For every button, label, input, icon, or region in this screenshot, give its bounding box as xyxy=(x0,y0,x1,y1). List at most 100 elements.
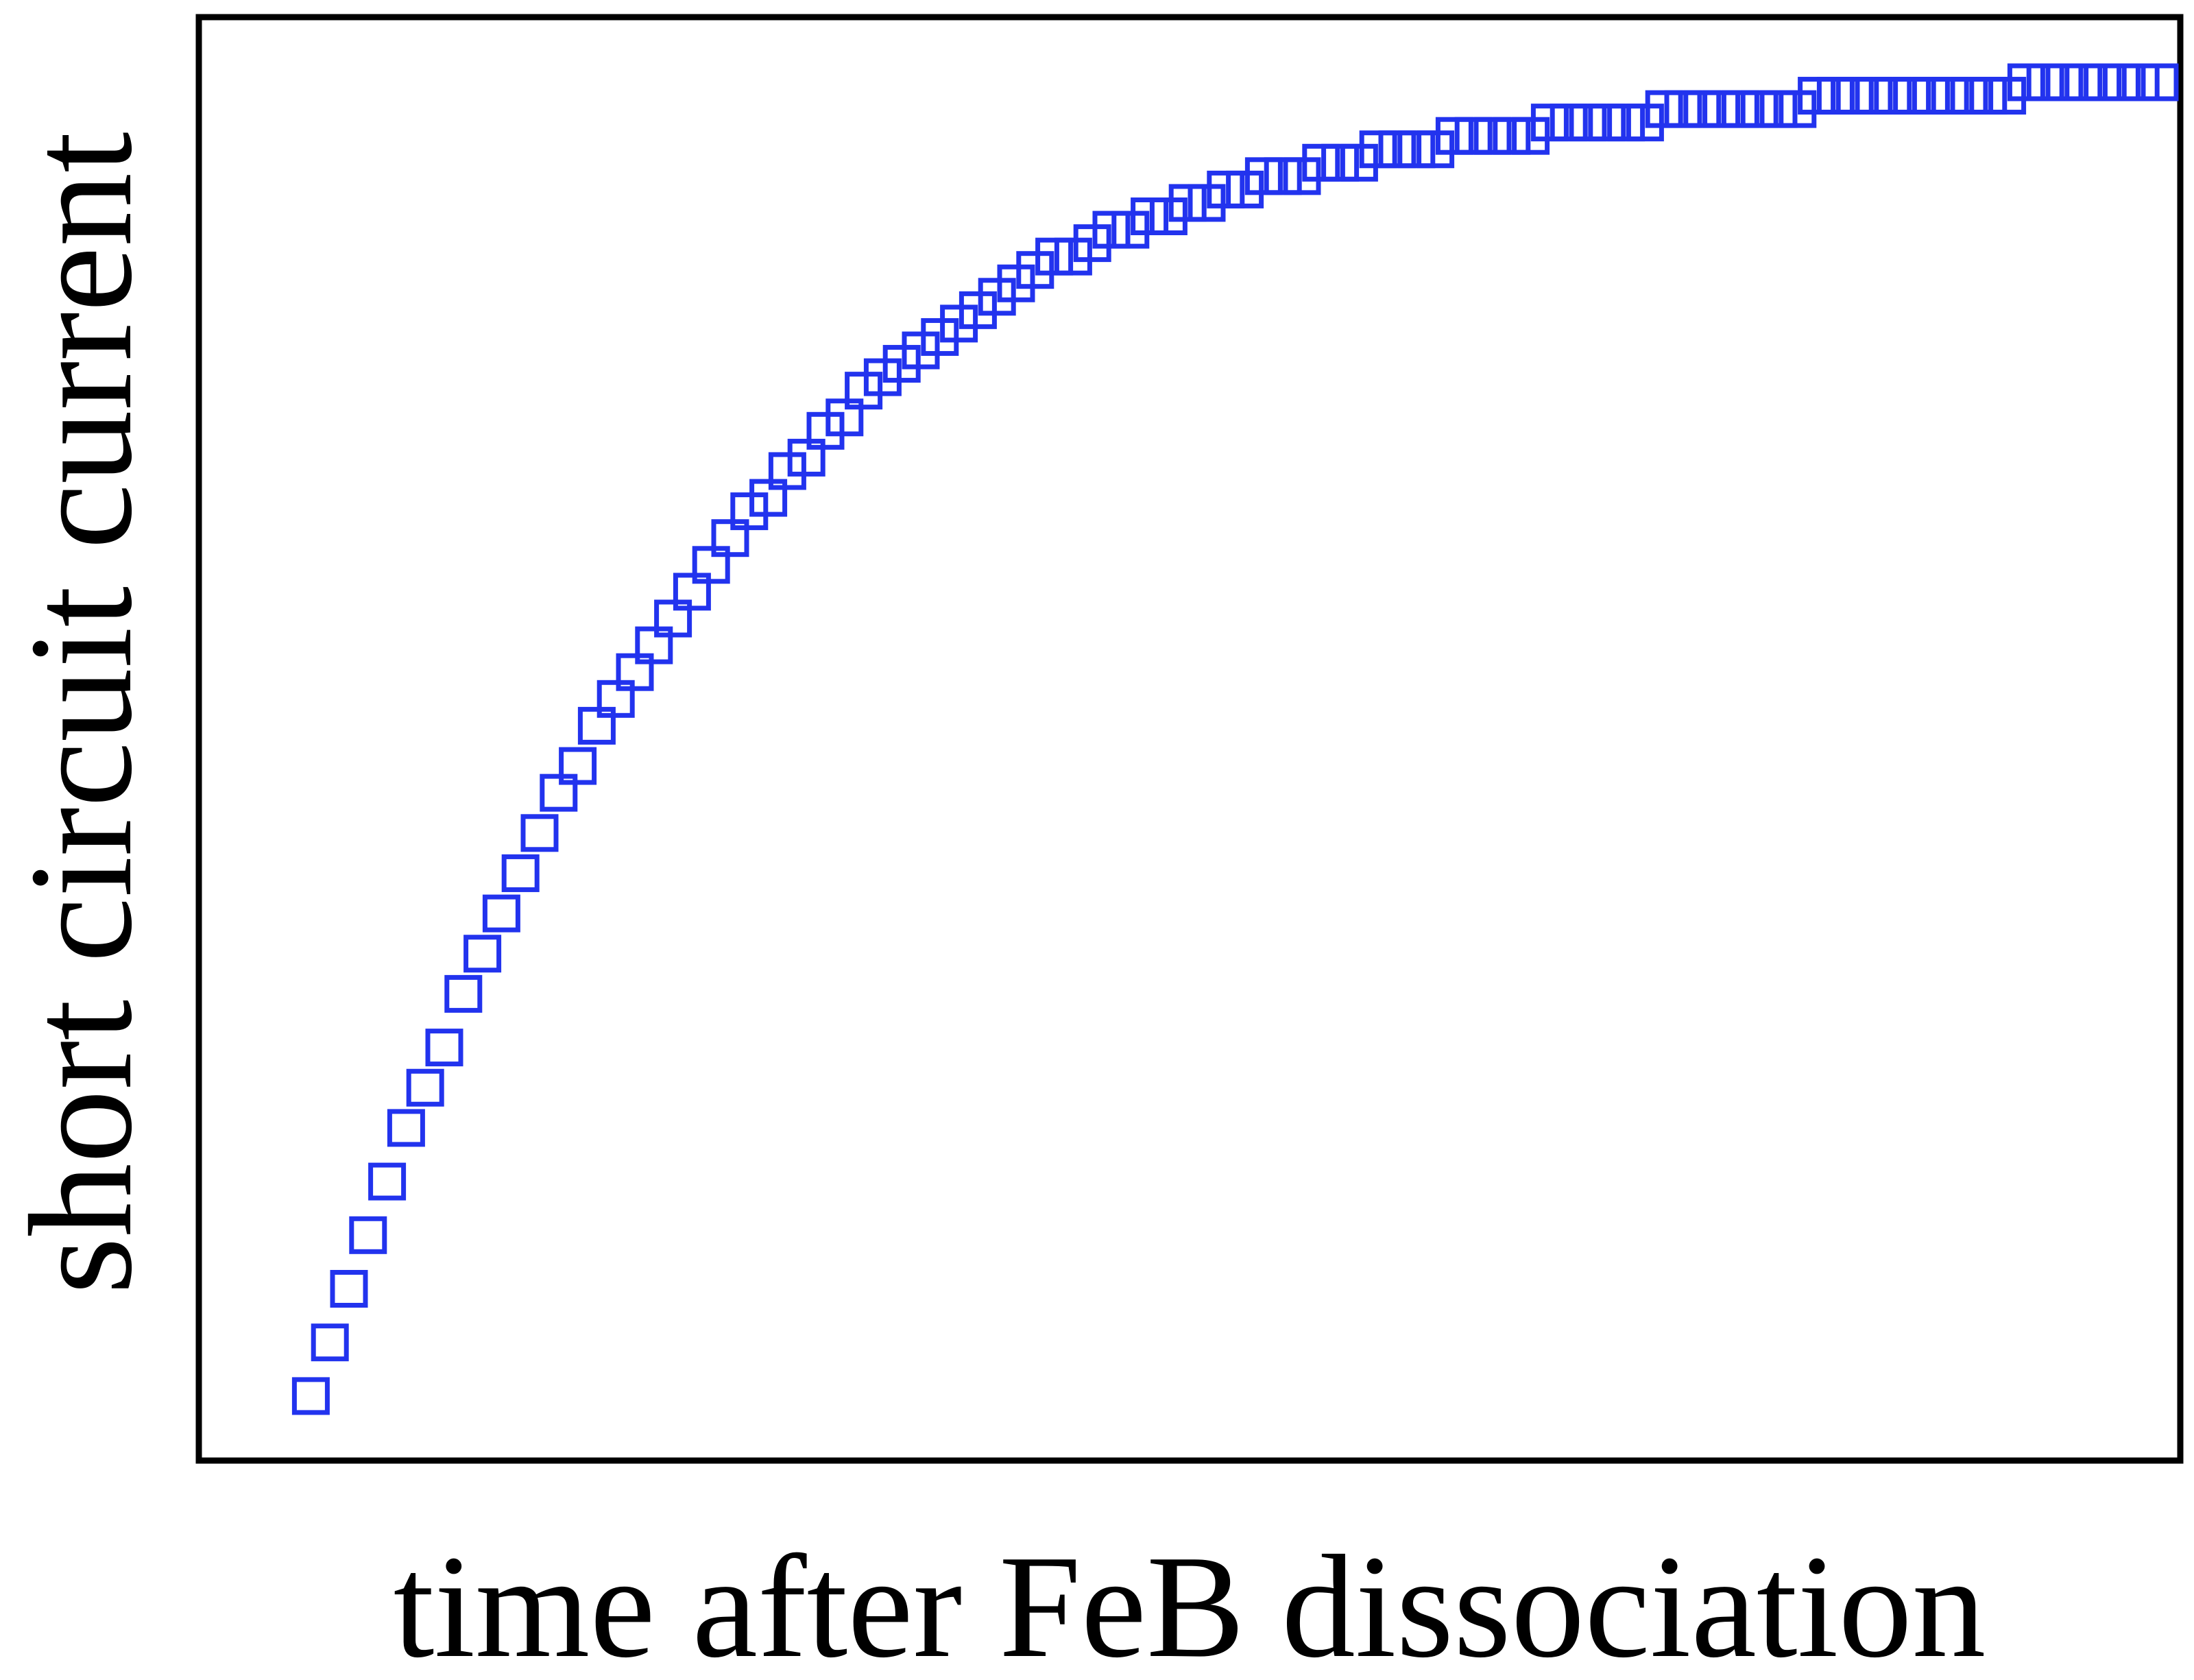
data-point xyxy=(1645,90,1683,128)
data-point xyxy=(1131,197,1169,235)
data-point xyxy=(768,452,806,490)
data-point xyxy=(425,1029,463,1067)
data-point xyxy=(1226,170,1264,208)
data-point xyxy=(1779,90,1817,128)
data-point xyxy=(1054,237,1092,276)
data-point xyxy=(540,773,578,812)
data-point xyxy=(978,278,1016,316)
data-point xyxy=(463,935,502,973)
data-point xyxy=(1626,104,1664,142)
data-point xyxy=(1168,184,1207,222)
data-point xyxy=(921,317,959,356)
data-point xyxy=(482,894,520,933)
data-point xyxy=(311,1323,349,1362)
data-point xyxy=(2084,63,2122,101)
data-point xyxy=(2141,63,2179,101)
data-point xyxy=(882,345,921,383)
data-point xyxy=(1664,90,1702,128)
data-point xyxy=(1264,157,1302,195)
data-point xyxy=(2045,63,2084,101)
data-point xyxy=(730,492,769,531)
data-point xyxy=(349,1216,387,1254)
data-point xyxy=(1473,117,1512,155)
data-point xyxy=(1569,104,1607,142)
data-point xyxy=(1512,117,1550,155)
data-point xyxy=(1111,211,1150,249)
data-point xyxy=(577,706,616,745)
x-axis-title: time after FeB dissociation xyxy=(394,1524,1986,1680)
data-point xyxy=(2026,63,2064,101)
data-point xyxy=(1721,90,1759,128)
data-point xyxy=(1073,224,1111,263)
data-point xyxy=(1321,143,1360,182)
data-point xyxy=(1397,130,1436,169)
data-point xyxy=(1683,90,1722,128)
data-point xyxy=(520,814,559,852)
data-point xyxy=(1874,77,1912,115)
data-point xyxy=(368,1162,407,1201)
data-point xyxy=(1607,104,1646,142)
data-point xyxy=(291,1377,330,1415)
data-point xyxy=(1530,104,1569,142)
data-markers xyxy=(291,63,2179,1415)
data-point xyxy=(330,1270,368,1308)
data-point xyxy=(959,291,997,329)
data-point xyxy=(825,398,864,437)
data-point xyxy=(444,974,483,1013)
data-point xyxy=(1759,90,1798,128)
data-point xyxy=(1207,170,1245,208)
data-point xyxy=(749,479,788,517)
data-point xyxy=(1283,157,1321,195)
data-point xyxy=(1417,130,1455,169)
data-point xyxy=(635,626,673,664)
data-point xyxy=(501,854,540,892)
data-point xyxy=(997,264,1035,302)
data-point xyxy=(1855,77,1893,115)
data-point xyxy=(559,747,597,785)
data-point xyxy=(806,411,845,450)
plot-area-frame xyxy=(195,14,2184,1464)
data-point xyxy=(711,519,749,557)
data-point xyxy=(940,304,978,343)
data-point xyxy=(654,599,692,638)
data-point xyxy=(1092,211,1131,249)
data-point xyxy=(1740,90,1779,128)
data-point xyxy=(902,331,940,370)
data-point xyxy=(406,1068,444,1107)
data-point xyxy=(1912,77,1950,115)
data-point xyxy=(845,372,883,410)
data-point xyxy=(1454,117,1493,155)
data-point xyxy=(1493,117,1531,155)
data-point xyxy=(1340,143,1378,182)
data-point xyxy=(1359,130,1397,169)
data-point xyxy=(1035,237,1074,276)
data-point xyxy=(1969,77,2008,115)
data-point xyxy=(1588,104,1626,142)
data-point xyxy=(1988,77,2027,115)
data-point xyxy=(1835,77,1874,115)
data-point xyxy=(596,680,635,718)
data-point xyxy=(1798,77,1836,115)
data-point xyxy=(673,573,711,611)
data-point xyxy=(1188,184,1226,222)
data-point xyxy=(1816,77,1855,115)
data-point xyxy=(2121,63,2160,101)
data-point xyxy=(2064,63,2103,101)
data-point xyxy=(1931,77,1969,115)
data-point xyxy=(387,1109,425,1147)
data-point xyxy=(616,653,654,691)
data-point xyxy=(692,546,730,584)
data-point xyxy=(1149,197,1188,235)
data-point xyxy=(2102,63,2141,101)
data-point xyxy=(863,358,902,396)
data-point xyxy=(1950,77,1988,115)
data-point xyxy=(1016,251,1054,289)
data-point xyxy=(1378,130,1417,169)
data-point xyxy=(1550,104,1588,142)
data-point xyxy=(1244,157,1283,195)
data-point xyxy=(2007,63,2045,101)
data-point xyxy=(1302,143,1340,182)
data-point xyxy=(1702,90,1741,128)
data-point xyxy=(1435,117,1473,155)
